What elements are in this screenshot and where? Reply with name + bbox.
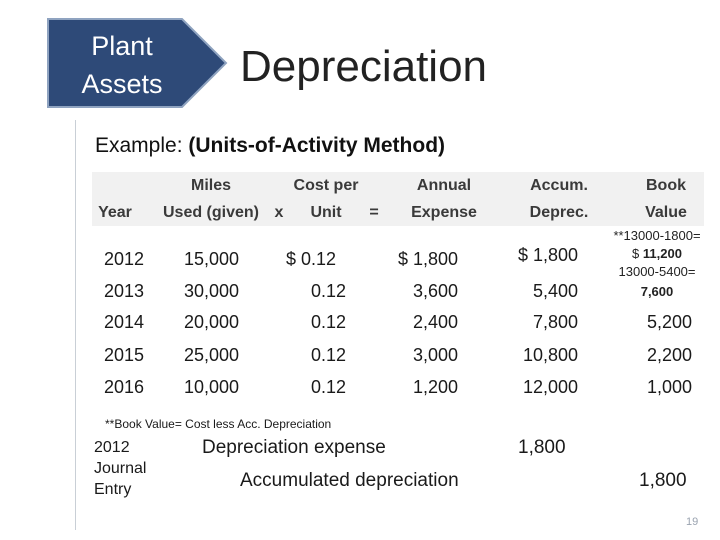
journal-debit-amount: 1,800 (518, 437, 566, 458)
row-2012-year: 2012 (104, 249, 145, 269)
header-accum: Accum. Deprec. (529, 177, 589, 221)
book-note-calc-1: **13000-1800= (613, 228, 701, 243)
row-2012-miles: 15,000 (184, 249, 240, 269)
row-2016-book: 1,000 (646, 377, 692, 397)
row-2015-miles: 25,000 (184, 345, 240, 365)
plant-assets-badge (47, 18, 228, 108)
row-2016-rate: 0.12 (310, 377, 346, 397)
left-divider (75, 120, 76, 530)
row-2013-expense: 3,600 (412, 281, 458, 301)
header-miles: Miles Used (given) (162, 177, 259, 221)
example-prefix: Example: (95, 134, 183, 157)
row-2013-year: 2013 (104, 281, 145, 301)
row-2014-rate: 0.12 (310, 312, 346, 332)
header-equals: = (369, 204, 379, 221)
row-2014-accum: 7,800 (532, 312, 578, 332)
row-2016-expense: 1,200 (412, 377, 458, 397)
example-method: (Units-of-Activity Method) (188, 134, 446, 157)
badge-label: Plant Assets (52, 27, 192, 103)
page-title: Depreciation (240, 42, 488, 91)
badge-line-2: Assets (81, 69, 163, 99)
row-2016-accum: 12,000 (522, 377, 578, 397)
footnote: **Book Value= Cost less Acc. Depreciatio… (105, 417, 332, 431)
journal-credit-account: Accumulated depreciation (240, 470, 459, 491)
row-2013-accum: 5,400 (532, 281, 578, 301)
row-2015-expense: 3,000 (412, 345, 458, 365)
journal-credit-amount: 1,800 (639, 470, 687, 491)
header-year: Year (98, 204, 132, 221)
row-2013-miles: 30,000 (184, 281, 240, 301)
row-2014-year: 2014 (104, 312, 145, 332)
row-2014-miles: 20,000 (184, 312, 240, 332)
row-2013-rate: 0.12 (310, 281, 346, 301)
header-book: Book Value (645, 177, 687, 221)
book-note-calc-2: 13000-5400= (618, 264, 696, 279)
row-2015-accum: 10,800 (522, 345, 578, 365)
journal-label: 2012 Journal Entry (94, 439, 147, 498)
header-expense: Annual Expense (411, 177, 477, 221)
row-2015-year: 2015 (104, 345, 145, 365)
table-header (92, 172, 704, 226)
header-times: x (274, 204, 284, 221)
row-2014-expense: 2,400 (412, 312, 458, 332)
row-2015-book: 2,200 (646, 345, 692, 365)
page-number: 19 (686, 516, 699, 528)
row-2012-accum: $ 1,800 (517, 245, 578, 265)
book-note-value-1: $ 11,200 (632, 246, 682, 261)
example-heading: Example: (Units-of-Activity Method) (95, 134, 445, 158)
badge-line-1: Plant (91, 31, 153, 61)
journal-debit-account: Depreciation expense (202, 437, 386, 458)
row-2016-miles: 10,000 (184, 377, 240, 397)
book-note-value-2: 7,600 (640, 284, 674, 299)
header-rate: Cost per Unit (293, 177, 359, 221)
row-2014-book: 5,200 (646, 312, 692, 332)
row-2012-expense: $ 1,800 (397, 249, 458, 269)
row-2012-rate: $ 0.12 (286, 249, 337, 269)
row-2016-year: 2016 (104, 377, 145, 397)
row-2015-rate: 0.12 (310, 345, 346, 365)
